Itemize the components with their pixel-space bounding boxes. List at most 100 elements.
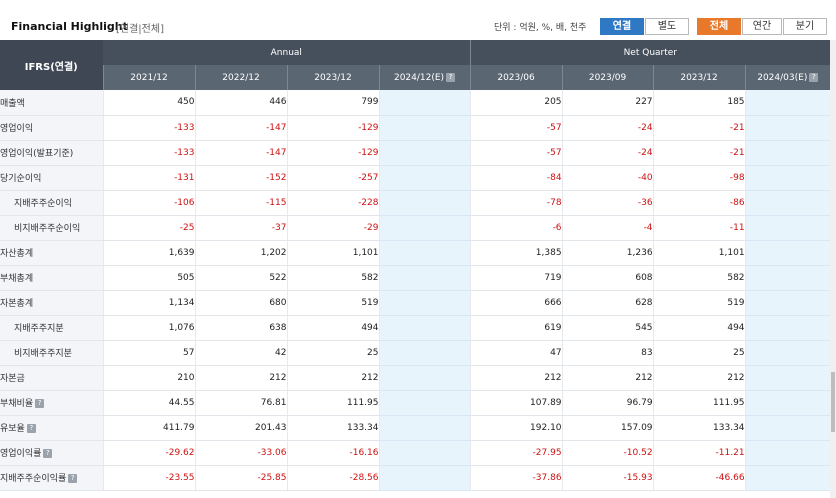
quarter-group-header: Net Quarter (469, 40, 831, 65)
value-cell (744, 265, 831, 291)
table-row: 영업이익률? -29.62 -33.06 -16.16 -27.95 -10.52 -11.… (0, 440, 831, 466)
value-cell (378, 415, 471, 441)
table-row: 부채비율? 44.55 76.81 111.95 107.89 96.79 111.95 (0, 390, 831, 416)
row-label-cell: 지배주주지분 (0, 315, 103, 341)
value-cell: -23.55 (102, 465, 195, 491)
value-cell: 638 (194, 315, 287, 341)
value-cell: 25 (286, 340, 379, 366)
help-icon[interactable]: ? (26, 424, 36, 433)
value-cell: -152 (194, 165, 287, 191)
column-header: 2023/12 (286, 65, 379, 90)
value-cell: 107.89 (469, 390, 563, 416)
unit-label: 단위 : 억원, %, 배, 천주 (494, 23, 587, 33)
value-cell: -16.16 (286, 440, 379, 466)
row-label: 유보율 (0, 424, 25, 434)
value-cell (378, 90, 471, 116)
value-cell: -25 (102, 215, 195, 241)
value-cell: -147 (194, 115, 287, 141)
row-label: 영업이익 (0, 124, 34, 134)
value-cell (744, 215, 831, 241)
help-icon[interactable]: ? (68, 474, 78, 483)
value-cell: 799 (286, 90, 379, 116)
value-cell: 505 (102, 265, 195, 291)
row-label: 부채총계 (0, 274, 34, 284)
value-cell: 582 (652, 265, 746, 291)
value-cell: -257 (286, 165, 379, 191)
value-cell: 1,076 (102, 315, 195, 341)
row-label-cell: 영업이익 (0, 115, 103, 141)
table-row: 비지배주주순이익 -25 -37 -29 -6 -4 -11 (0, 215, 831, 241)
section-subtitle: [연결|전체] (116, 24, 164, 35)
column-header-label: 2022/12 (222, 72, 260, 83)
table-row: 영업이익(발표기준) -133 -147 -129 -57 -24 -21 (0, 140, 831, 166)
row-label-cell: 매출액 (0, 90, 103, 116)
value-cell: -129 (286, 115, 379, 141)
value-cell (378, 390, 471, 416)
row-label-cell: 영업이익률? (0, 440, 103, 466)
row-label: 자본총계 (0, 299, 34, 309)
value-cell: -28.56 (286, 465, 379, 491)
row-label-cell: 부채비율? (0, 390, 103, 416)
help-icon[interactable]: ? (43, 449, 53, 458)
separate-button[interactable]: 별도 (645, 18, 689, 35)
value-cell: 47 (469, 340, 563, 366)
help-icon[interactable]: ? (446, 72, 456, 82)
value-cell: 185 (652, 90, 746, 116)
value-cell: -21 (652, 115, 746, 141)
column-header: 2023/12 (652, 65, 746, 90)
row-label-cell: 영업이익(발표기준) (0, 140, 103, 166)
value-cell (744, 365, 831, 391)
column-header: 2024/12(E)? (378, 65, 471, 90)
period-all-button[interactable]: 전체 (697, 18, 741, 35)
value-cell: 212 (561, 365, 654, 391)
row-label: 지배주주순이익 (14, 199, 72, 209)
value-cell: -147 (194, 140, 287, 166)
period-quarter-button[interactable]: 분기 (783, 18, 827, 35)
row-label-cell: 지배주주순이익률? (0, 465, 103, 491)
value-cell: -78 (469, 190, 563, 216)
value-cell: -25.85 (194, 465, 287, 491)
value-cell: 76.81 (194, 390, 287, 416)
value-cell (378, 290, 471, 316)
value-cell: -11 (652, 215, 746, 241)
value-cell: 212 (194, 365, 287, 391)
value-cell: -4 (561, 215, 654, 241)
value-cell: -29.62 (102, 440, 195, 466)
help-icon[interactable]: ? (809, 72, 819, 82)
column-header: 2024/03(E)? (744, 65, 831, 90)
table-row: 지배주주순이익률? -23.55 -25.85 -28.56 -37.86 -15.93-… (0, 465, 831, 491)
value-cell: -10.52 (561, 440, 654, 466)
value-cell: 212 (652, 365, 746, 391)
value-cell (378, 215, 471, 241)
value-cell: 1,639 (102, 240, 195, 266)
value-cell (744, 165, 831, 191)
table-row: 영업이익 -133 -147 -129 -57 -24 -21 (0, 115, 831, 141)
column-header-label: 2024/12(E) (393, 72, 445, 83)
row-label: 자본금 (0, 374, 25, 384)
value-cell: 42 (194, 340, 287, 366)
vertical-scrollbar[interactable] (830, 40, 836, 498)
value-cell (744, 90, 831, 116)
period-annual-button[interactable]: 연간 (742, 18, 782, 35)
consolidated-button[interactable]: 연결 (600, 18, 644, 35)
scrollbar-thumb[interactable] (831, 372, 835, 432)
table-row: 지배주주지분 1,076 638 494 619 545 494 (0, 315, 831, 341)
row-label: 지배주주순이익률 (0, 474, 67, 484)
table-row: 당기순이익 -131 -152 -257 -84 -40 -98 (0, 165, 831, 191)
value-cell (378, 140, 471, 166)
column-header-label: 2024/03(E) (757, 72, 808, 83)
value-cell: 522 (194, 265, 287, 291)
help-icon[interactable]: ? (35, 399, 45, 408)
row-label: 비지배주주지분 (14, 349, 72, 359)
value-cell: -129 (286, 140, 379, 166)
column-header-label: 2023/12 (314, 72, 352, 83)
section-title: Financial Highlight (11, 20, 128, 33)
column-header: 2021/12 (102, 65, 195, 90)
value-cell (378, 315, 471, 341)
table-row: 자본총계 1,134 680 519 666 628 519 (0, 290, 831, 316)
value-cell: -86 (652, 190, 746, 216)
value-cell: -27.95 (469, 440, 563, 466)
value-cell (744, 465, 831, 491)
row-label-cell: 자본금 (0, 365, 103, 391)
value-cell: 1,385 (469, 240, 563, 266)
